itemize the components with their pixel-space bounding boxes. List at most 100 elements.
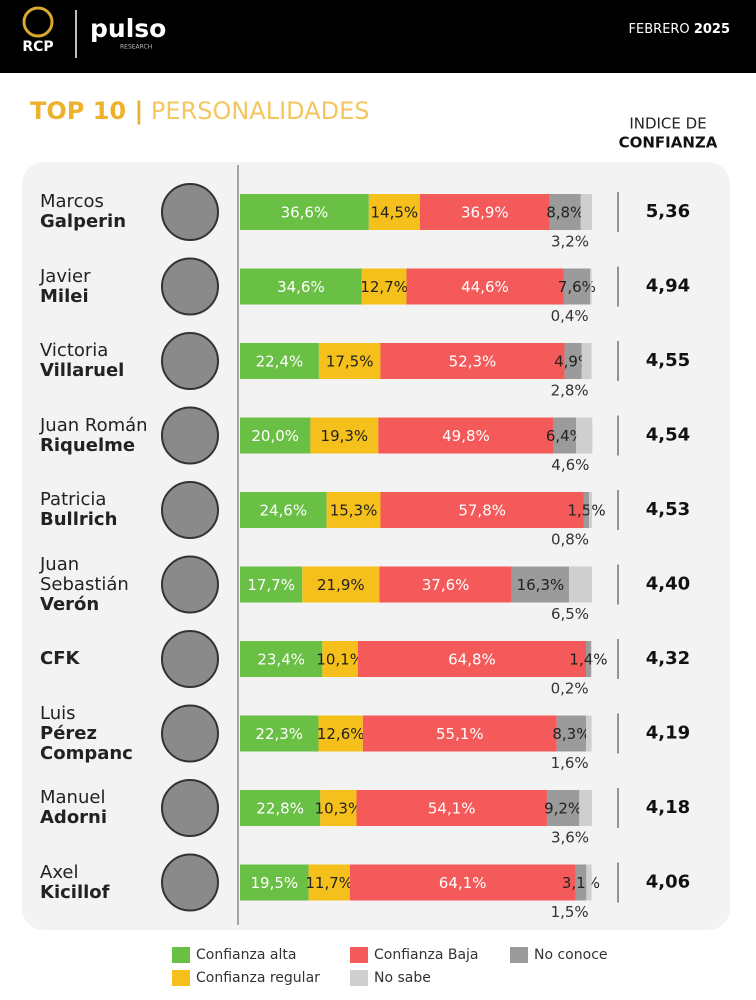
value-label: 44,6%: [461, 278, 509, 296]
bar-segment: [575, 864, 587, 901]
photo: [161, 704, 219, 763]
title-bold: TOP 10 |: [30, 97, 143, 125]
bar-segment: [240, 641, 323, 677]
value-label: 1,6%: [551, 754, 589, 772]
last-name: Villaruel: [40, 360, 125, 381]
bar-segment: [564, 343, 582, 379]
value-label: 9,2%: [544, 800, 582, 818]
index-value: 4,54: [646, 425, 690, 446]
index-value: 4,40: [646, 574, 690, 595]
last-name: Adorni: [40, 807, 108, 828]
first-name: Manuel: [40, 787, 106, 808]
index-value: 4,94: [646, 276, 690, 297]
bar-segment: [579, 790, 592, 826]
value-label: 0,8%: [551, 531, 589, 549]
bar-segment: [349, 864, 576, 901]
index-value: 4,06: [646, 872, 690, 893]
legend-label: Confianza Baja: [374, 947, 479, 963]
photo: [161, 257, 219, 316]
legend-swatch: [172, 947, 190, 963]
bar-segment: [240, 566, 303, 603]
value-label: 57,8%: [458, 502, 506, 520]
last-name: Verón: [40, 593, 100, 615]
bar-segment: [378, 417, 554, 454]
person-name: Luis Pérez Companc: [40, 697, 158, 771]
person-name: Axel Kicillof: [40, 846, 158, 920]
value-label: 16,3%: [517, 576, 565, 594]
bar-segment: [240, 194, 369, 230]
legend-swatch: [510, 947, 528, 963]
value-label: 7,6%: [558, 278, 596, 296]
person-name: Victoria Villaruel: [40, 324, 158, 398]
value-label: 22,8%: [256, 800, 304, 818]
month: FEBRERO: [629, 22, 690, 37]
value-label: 10,1%: [316, 651, 364, 669]
value-label: 23,4%: [257, 651, 305, 669]
bar-segment: [240, 417, 311, 454]
value-label: 14,5%: [371, 204, 419, 222]
photo: [161, 332, 219, 390]
person-name: Manuel Adorni: [40, 771, 158, 845]
value-label: 19,3%: [321, 427, 369, 445]
date: FEBRERO 2025: [629, 22, 730, 37]
bar-segment: [581, 343, 592, 379]
index-title: CONFIANZA: [619, 134, 718, 152]
value-label: 17,5%: [326, 353, 374, 371]
photo: [161, 406, 219, 465]
value-label: 54,1%: [428, 800, 476, 818]
index-value: 4,32: [646, 648, 690, 669]
value-label: 3,6%: [551, 829, 589, 847]
bar-segment: [569, 566, 592, 603]
value-label: 12,6%: [317, 725, 365, 743]
legend-swatch: [350, 947, 368, 963]
bar-segment: [361, 268, 407, 305]
value-label: 1,5%: [551, 903, 589, 921]
value-label: 1,4%: [569, 651, 607, 669]
value-label: 34,6%: [277, 278, 325, 296]
value-label: 15,3%: [330, 502, 378, 520]
bar-segment: [586, 641, 591, 677]
bar-segment: [563, 268, 591, 305]
value-label: 2,8%: [551, 382, 589, 400]
bar-segment: [320, 790, 357, 826]
bar-segment: [362, 715, 557, 752]
value-label: 36,6%: [281, 204, 329, 222]
legend-label: Confianza regular: [196, 970, 320, 986]
bar-segment: [590, 268, 592, 305]
partner: pulso: [90, 14, 166, 43]
last-name: CFK: [40, 648, 80, 669]
value-label: 0,4%: [551, 307, 589, 325]
bar-segment: [546, 790, 580, 826]
last-name: Kicillof: [40, 881, 110, 903]
value-label: 22,3%: [255, 725, 303, 743]
value-label: 10,3%: [315, 800, 363, 818]
index-value: 4,19: [646, 723, 690, 744]
bar-segment: [240, 268, 362, 305]
value-label: 0,2%: [551, 680, 589, 698]
value-label: 20,0%: [251, 427, 299, 445]
bar-segment: [589, 492, 592, 528]
bar-segment: [308, 864, 350, 901]
value-label: 12,7%: [360, 278, 408, 296]
value-label: 8,3%: [552, 725, 590, 743]
value-label: 11,7%: [305, 874, 353, 892]
bar-segment: [590, 641, 592, 677]
partner-sub: RESEARCH: [120, 44, 152, 51]
legend-label: No sabe: [374, 970, 431, 986]
person-name: Marcos Galperin: [40, 175, 158, 249]
last-name: Milei: [40, 285, 89, 307]
bar-segment: [322, 641, 358, 677]
index-value: 5,36: [646, 201, 690, 222]
bar-segment: [302, 566, 380, 603]
bar-segment: [406, 268, 564, 305]
last-name: Pérez Companc: [40, 722, 133, 764]
value-label: 24,6%: [259, 502, 307, 520]
last-name: Galperin: [40, 211, 127, 232]
bar-segment: [586, 715, 592, 752]
last-name: Riquelme: [40, 434, 136, 456]
person-name: Javier Milei: [40, 250, 158, 324]
first-name: Juan Sebastián: [40, 553, 129, 595]
first-name: Patricia: [40, 489, 107, 510]
value-label: 36,9%: [461, 204, 509, 222]
